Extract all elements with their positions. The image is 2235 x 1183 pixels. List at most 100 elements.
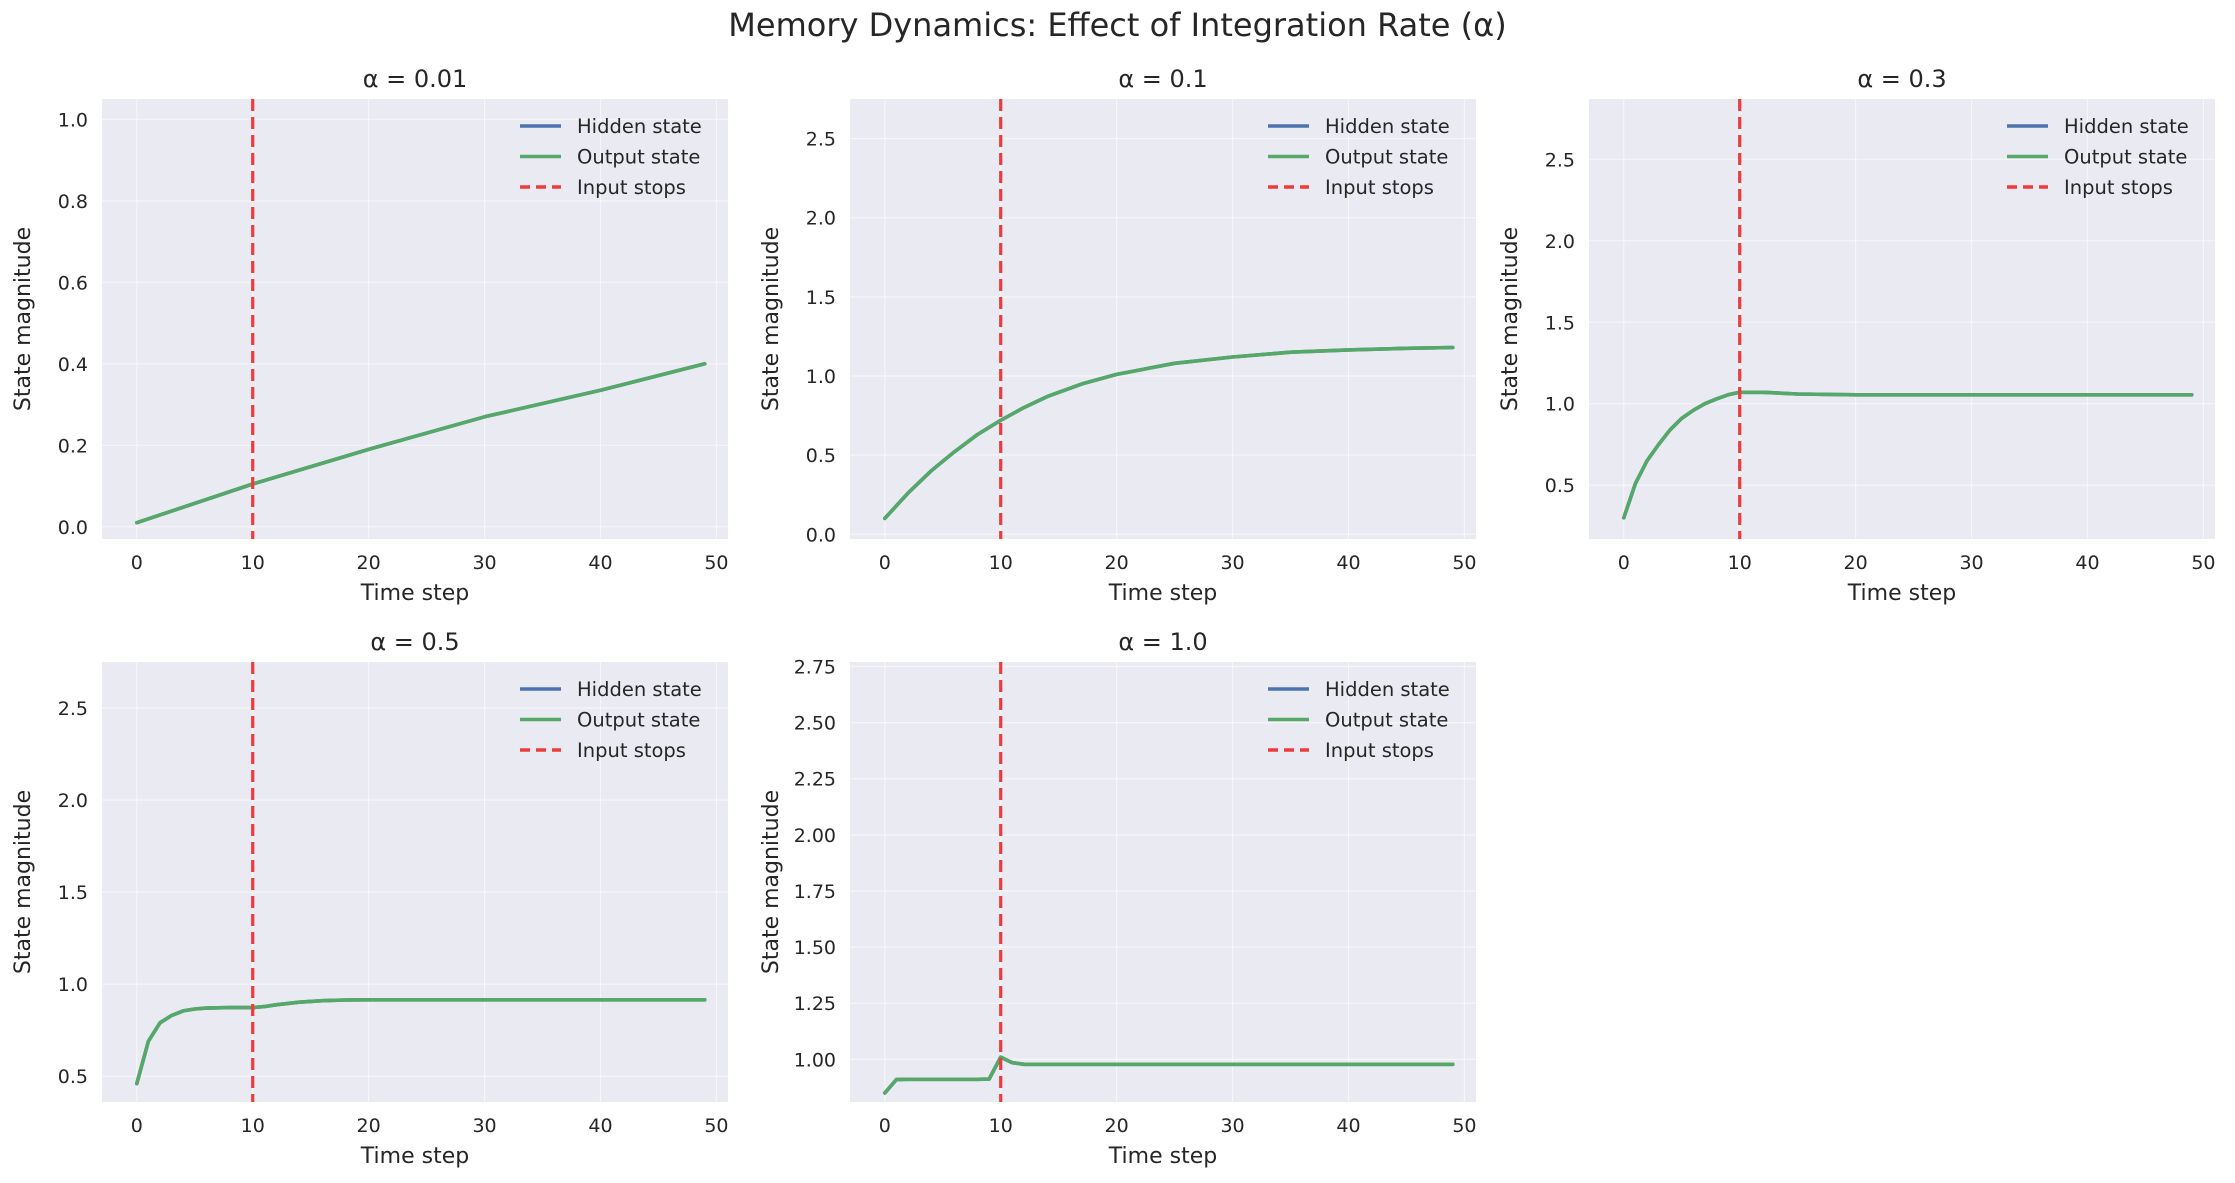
- y-tick-label: 2.25: [794, 769, 836, 791]
- y-tick-label: 2.00: [794, 825, 836, 847]
- x-tick-label: 10: [1728, 552, 1752, 574]
- y-tick-label: 1.0: [58, 974, 88, 996]
- y-tick-label: 1.5: [58, 882, 88, 904]
- x-tick-label: 30: [472, 1115, 496, 1137]
- plot-area: [850, 99, 1476, 539]
- x-tick-label: 20: [357, 1115, 381, 1137]
- x-axis-label: Time step: [1108, 581, 1217, 606]
- legend-label-hidden-state: Hidden state: [2064, 115, 2189, 138]
- x-tick-label: 10: [241, 552, 265, 574]
- figure-title: Memory Dynamics: Effect of Integration R…: [728, 6, 1507, 44]
- y-tick-label: 2.75: [794, 656, 836, 678]
- y-axis-label: State magnitude: [759, 790, 784, 974]
- y-tick-label: 1.50: [794, 937, 836, 959]
- x-tick-label: 50: [1452, 1115, 1476, 1137]
- legend-label-hidden-state: Hidden state: [1325, 115, 1450, 138]
- series-line-output-state: [882, 345, 1455, 521]
- x-tick-label: 0: [131, 552, 143, 574]
- y-tick-label: 2.0: [58, 790, 88, 812]
- legend-label-hidden-state: Hidden state: [577, 115, 702, 138]
- legend-label-output-state: Output state: [1325, 709, 1448, 732]
- y-tick-label: 1.0: [806, 366, 836, 388]
- y-tick-label: 0.0: [806, 524, 836, 546]
- data-layer: [882, 662, 1455, 1102]
- y-tick-label: 0.8: [58, 191, 88, 213]
- legend: Hidden state Output state Input stops: [520, 115, 702, 199]
- y-tick-label: 1.75: [794, 881, 836, 903]
- x-tick-label: 10: [989, 1115, 1013, 1137]
- x-tick-label: 40: [2075, 552, 2099, 574]
- subplot-title: α = 0.3: [1857, 65, 1946, 93]
- x-tick-label: 0: [131, 1115, 143, 1137]
- y-tick-label: 1.00: [794, 1049, 836, 1071]
- y-tick-label: 0.4: [58, 354, 88, 376]
- y-tick-label: 0.2: [58, 435, 88, 457]
- x-tick-label: 40: [1336, 552, 1360, 574]
- subplot-1: 0 10 20 30 40 50 0.0 0.2 0.4 0.6 0.8 1.0 Time step St…: [11, 65, 729, 606]
- x-tick-label: 20: [1105, 1115, 1129, 1137]
- legend-label-output-state: Output state: [2064, 146, 2187, 169]
- y-tick-label: 1.0: [58, 109, 88, 131]
- legend-label-output-state: Output state: [577, 146, 700, 169]
- x-tick-label: 10: [989, 552, 1013, 574]
- y-tick-label: 1.25: [794, 993, 836, 1015]
- legend-label-hidden-state: Hidden state: [1325, 678, 1450, 701]
- subplot-title: α = 0.5: [370, 628, 459, 656]
- legend-label-output-state: Output state: [577, 709, 700, 732]
- x-axis-label: Time step: [1108, 1144, 1217, 1169]
- x-tick-label: 0: [879, 552, 891, 574]
- legend-label-input-stops: Input stops: [577, 176, 686, 199]
- subplot-3: 0 10 20 30 40 50 0.5 1.0 1.5 2.0 2.5 Time step State…: [1498, 65, 2216, 606]
- x-tick-label: 20: [1844, 552, 1868, 574]
- x-tick-label: 40: [588, 552, 612, 574]
- plot-area: [102, 99, 728, 539]
- data-layer: [1622, 99, 2194, 539]
- y-tick-label: 0.5: [58, 1066, 88, 1088]
- y-tick-label: 2.50: [794, 713, 836, 735]
- subplot-4: 0 10 20 30 40 50 0.5 1.0 1.5 2.0 2.5 Time step State…: [11, 628, 729, 1169]
- y-tick-label: 2.5: [1545, 149, 1575, 171]
- legend-label-input-stops: Input stops: [577, 739, 686, 762]
- y-axis-label: State magnitude: [759, 227, 784, 411]
- y-tick-label: 1.5: [806, 287, 836, 309]
- y-axis-label: State magnitude: [11, 227, 36, 411]
- y-tick-label: 2.0: [1545, 231, 1575, 253]
- x-tick-label: 10: [241, 1115, 265, 1137]
- series-line-output-state: [1622, 390, 2194, 520]
- y-tick-label: 1.5: [1545, 312, 1575, 334]
- data-layer: [135, 99, 707, 539]
- x-axis-label: Time step: [360, 1144, 469, 1169]
- plot-area: [102, 662, 728, 1102]
- subplot-title: α = 1.0: [1118, 628, 1207, 656]
- series-line-output-state: [882, 1055, 1455, 1095]
- y-axis-label: State magnitude: [1498, 227, 1523, 411]
- legend: Hidden state Output state Input stops: [520, 678, 702, 762]
- legend-label-hidden-state: Hidden state: [577, 678, 702, 701]
- x-tick-label: 50: [704, 1115, 728, 1137]
- plot-area: [850, 662, 1476, 1102]
- series-line-output-state: [135, 997, 707, 1086]
- legend-label-output-state: Output state: [1325, 146, 1448, 169]
- legend: Hidden state Output state Input stops: [1268, 115, 1450, 199]
- x-tick-label: 20: [1105, 552, 1129, 574]
- legend-label-input-stops: Input stops: [1325, 739, 1434, 762]
- y-tick-label: 0.5: [1545, 475, 1575, 497]
- series-line-output-state: [135, 361, 707, 525]
- subplot-2: 0 10 20 30 40 50 0.0 0.5 1.0 1.5 2.0 2.5 Time step St…: [759, 65, 1477, 606]
- legend-label-input-stops: Input stops: [1325, 176, 1434, 199]
- y-tick-label: 2.5: [58, 698, 88, 720]
- y-tick-label: 2.5: [806, 129, 836, 151]
- subplot-5: 0 10 20 30 40 50 1.00 1.25 1.50 1.75 2.00 2.25 2.50 2…: [759, 628, 1477, 1169]
- x-tick-label: 50: [1452, 552, 1476, 574]
- x-tick-label: 30: [1220, 1115, 1244, 1137]
- legend: Hidden state Output state Input stops: [1268, 678, 1450, 762]
- legend: Hidden state Output state Input stops: [2007, 115, 2189, 199]
- x-tick-label: 30: [1220, 552, 1244, 574]
- data-layer: [135, 662, 707, 1102]
- x-tick-label: 20: [357, 552, 381, 574]
- data-layer: [882, 99, 1455, 539]
- y-tick-label: 0.6: [58, 272, 88, 294]
- x-tick-label: 50: [704, 552, 728, 574]
- y-tick-label: 2.0: [806, 208, 836, 230]
- plot-area: [1589, 99, 2215, 539]
